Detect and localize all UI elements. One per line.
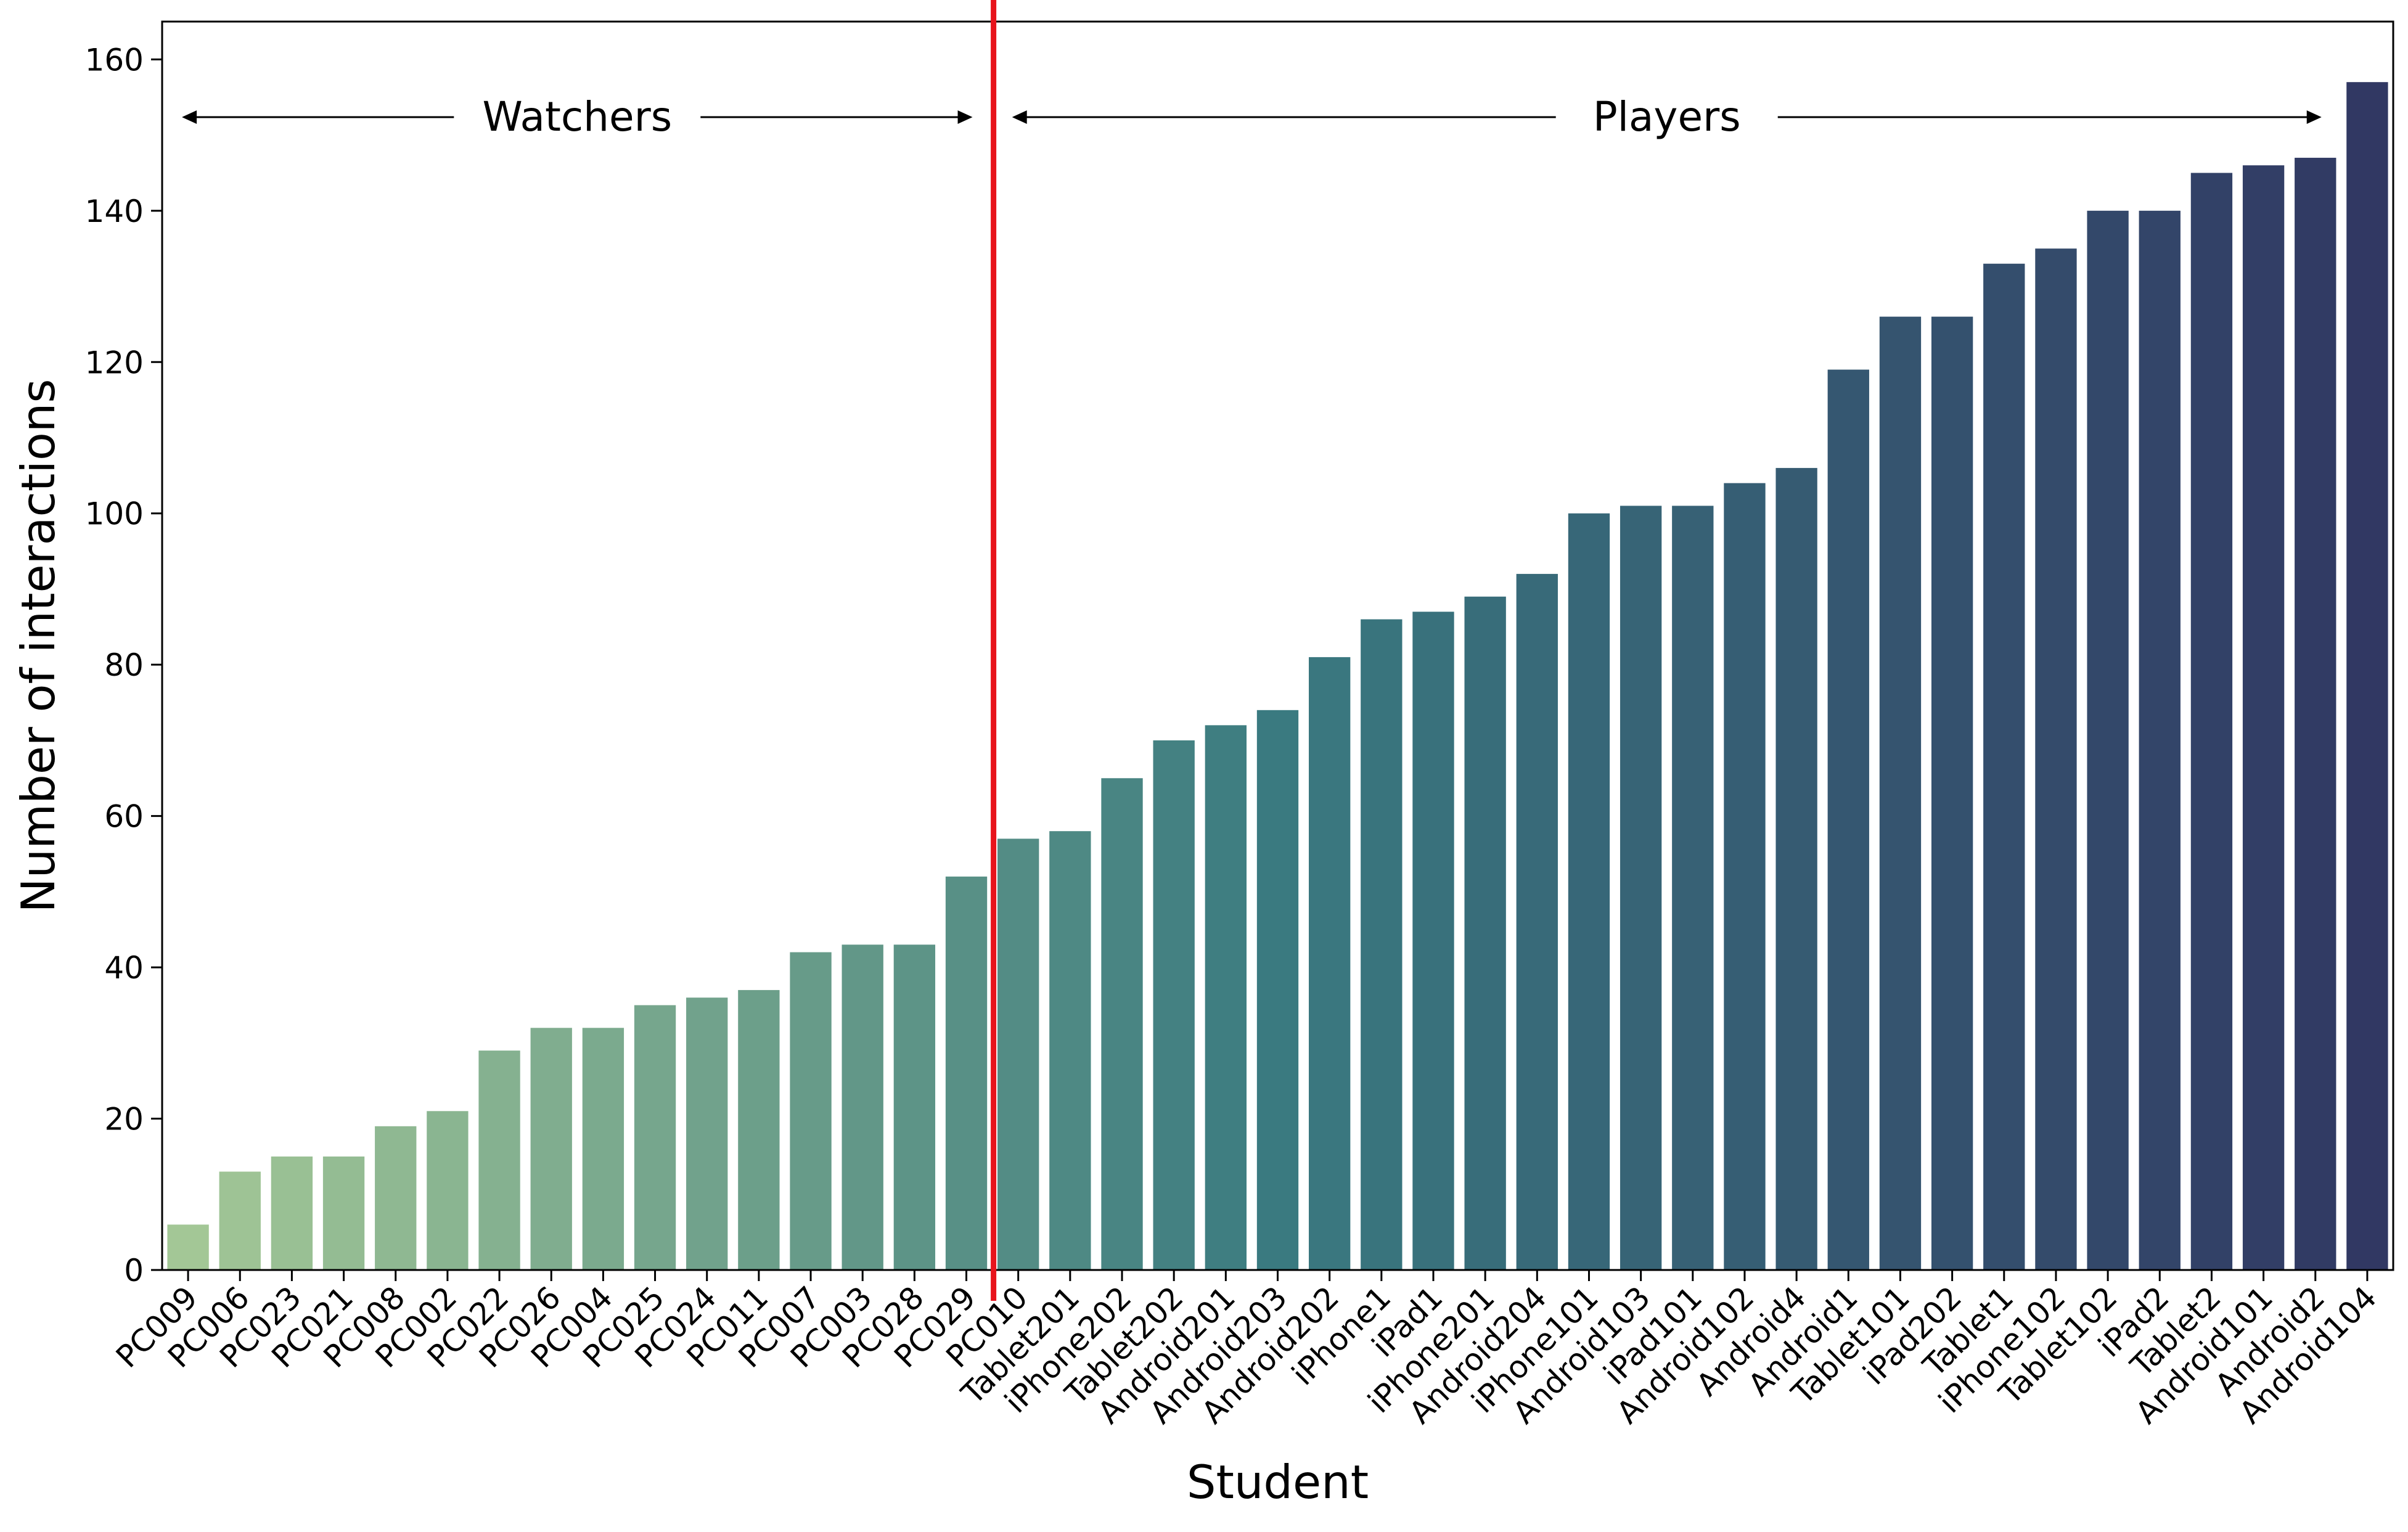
bars-group (167, 82, 2388, 1271)
y-axis: 0 20 40 60 80 100 120 140 160 (85, 42, 162, 1288)
bar-PC024 (686, 997, 728, 1270)
bar-Android201 (1205, 725, 1247, 1270)
group-annotation-label: Players (1593, 93, 1741, 141)
bar-Tablet2 (2190, 173, 2233, 1271)
bar-PC029 (945, 876, 988, 1270)
bar-PC009 (167, 1224, 209, 1270)
arrow-head-left-icon (1012, 110, 1027, 124)
bar-Android202 (1309, 657, 1351, 1270)
y-tick-label: 120 (85, 345, 144, 380)
bar-iPad202 (1931, 316, 1973, 1270)
bar-Android103 (1620, 506, 1662, 1271)
x-axis: PC009PC006PC023PC021PC008PC002PC022PC026… (109, 1270, 2383, 1431)
bar-PC010 (997, 838, 1039, 1270)
arrow-head-right-icon (2306, 110, 2322, 124)
bar-PC002 (427, 1111, 469, 1270)
bar-Android104 (2346, 82, 2388, 1271)
bar-PC004 (582, 1028, 625, 1270)
bar-iPhone1 (1361, 619, 1403, 1270)
y-tick-label: 20 (104, 1102, 144, 1137)
y-tick-label: 160 (85, 42, 144, 78)
annotations-group: Watchers Players (182, 93, 2322, 141)
bar-Android204 (1516, 573, 1558, 1271)
bar-PC028 (893, 944, 936, 1270)
bar-iPad2 (2139, 210, 2181, 1270)
bar-PC025 (634, 1005, 676, 1270)
x-axis-label: Student (1187, 1455, 1369, 1509)
bar-iPhone201 (1464, 596, 1506, 1270)
bar-Android102 (1724, 483, 1766, 1270)
y-axis-label: Number of interactions (11, 379, 65, 913)
bar-iPhone101 (1568, 513, 1610, 1270)
y-tick-label: 60 (104, 799, 144, 835)
bar-Tablet101 (1879, 316, 1922, 1270)
bar-Tablet202 (1153, 740, 1195, 1270)
bar-PC007 (790, 952, 832, 1270)
bar-Android203 (1256, 710, 1299, 1270)
arrow-head-left-icon (182, 110, 197, 124)
bar-iPhone102 (2035, 248, 2077, 1271)
bar-PC008 (375, 1126, 417, 1270)
plot-frame (161, 20, 2394, 1271)
bar-PC022 (478, 1051, 520, 1270)
bar-iPad101 (1672, 506, 1714, 1271)
y-tick-label: 80 (104, 647, 144, 683)
bar-Android1 (1827, 369, 1869, 1270)
bar-PC006 (219, 1171, 261, 1270)
bar-PC026 (530, 1028, 572, 1270)
bar-iPhone202 (1101, 778, 1143, 1270)
bar-PC011 (738, 989, 780, 1270)
y-tick-label: 0 (124, 1253, 144, 1288)
bar-Android4 (1775, 468, 1817, 1270)
bar-iPad1 (1412, 612, 1454, 1270)
bar-Android2 (2295, 157, 2336, 1270)
y-tick-label: 40 (104, 950, 144, 986)
bar-Android101 (2242, 165, 2285, 1271)
arrow-head-right-icon (957, 110, 973, 124)
bar-PC003 (842, 944, 883, 1270)
bar-Tablet1 (1983, 263, 2025, 1271)
y-tick-label: 140 (85, 194, 144, 229)
group-annotation-label: Watchers (482, 93, 672, 141)
bar-Tablet201 (1049, 831, 1091, 1270)
bar-PC021 (322, 1156, 365, 1270)
y-tick-label: 100 (85, 496, 144, 532)
bar-PC023 (271, 1156, 313, 1270)
bar-Tablet102 (2087, 210, 2129, 1270)
